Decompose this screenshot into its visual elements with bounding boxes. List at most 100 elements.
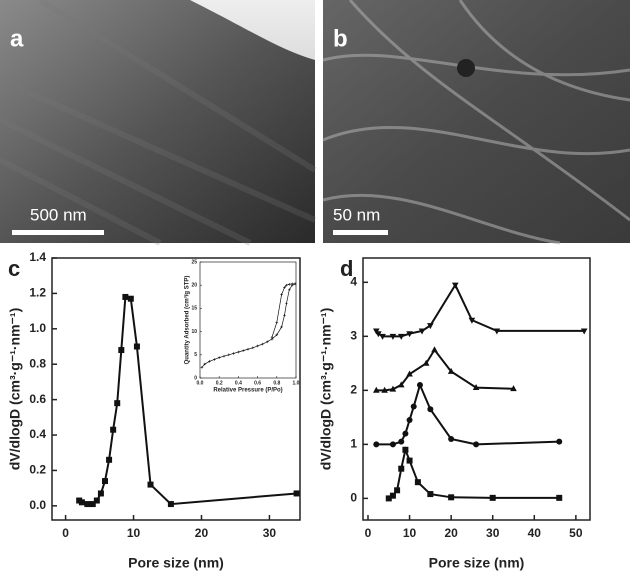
marker	[394, 487, 401, 494]
marker	[373, 386, 380, 393]
marker	[287, 282, 291, 286]
y-tick-label: 3	[350, 329, 357, 343]
y-tick-label: 20	[191, 283, 197, 289]
axes-frame	[362, 257, 591, 521]
marker	[397, 333, 405, 340]
marker	[275, 321, 279, 324]
marker	[227, 353, 231, 357]
axes-frame	[199, 261, 297, 379]
marker	[127, 295, 134, 302]
marker	[280, 325, 283, 329]
y-tick-label: 15	[191, 306, 197, 312]
x-tick-label: 0.8	[273, 380, 280, 386]
marker	[451, 282, 459, 289]
marker	[84, 501, 91, 508]
marker	[118, 347, 125, 354]
x-tick-label: 0.0	[197, 380, 204, 386]
marker	[270, 335, 274, 339]
y-tick-label: 0	[350, 491, 357, 505]
x-tick-label: 10	[403, 526, 417, 540]
marker	[381, 386, 388, 393]
scale-bar	[333, 230, 388, 235]
marker	[147, 481, 154, 488]
marker	[114, 400, 121, 407]
marker	[472, 384, 480, 391]
marker	[406, 331, 413, 338]
marker	[290, 282, 294, 286]
marker	[406, 457, 413, 464]
marker	[287, 288, 291, 292]
marker	[448, 435, 455, 442]
marker	[422, 359, 430, 366]
x-tick-label: 10	[127, 526, 141, 540]
x-tick-label: 30	[263, 526, 277, 540]
marker	[97, 490, 104, 497]
marker	[398, 438, 405, 445]
marker	[167, 501, 174, 508]
marker	[427, 491, 434, 498]
marker	[251, 346, 255, 350]
marker	[389, 492, 396, 499]
x-tick-label: 0	[365, 526, 372, 540]
y-axis-label: Quantity Adsorbed (cm³/g STP)	[184, 276, 191, 365]
marker	[89, 501, 96, 508]
marker	[385, 495, 392, 502]
marker	[133, 343, 140, 350]
marker	[389, 333, 397, 340]
marker	[285, 283, 288, 287]
x-tick-label: 40	[528, 526, 542, 540]
marker	[275, 333, 279, 337]
marker	[106, 456, 113, 463]
marker	[78, 499, 85, 506]
image-b: b 50 nm	[322, 0, 630, 245]
y-tick-label: 0.4	[29, 427, 46, 441]
marker	[222, 354, 226, 358]
x-tick-label: 20	[444, 526, 458, 540]
marker	[213, 358, 216, 361]
marker	[232, 352, 235, 355]
marker	[379, 333, 386, 340]
marker	[402, 446, 409, 453]
marker	[580, 328, 588, 335]
marker	[122, 293, 129, 300]
marker	[261, 342, 264, 346]
y-tick-label: 0.0	[29, 498, 46, 512]
y-tick-label: 25	[191, 259, 197, 265]
marker	[468, 317, 476, 324]
x-tick-label: 1.0	[293, 380, 300, 386]
marker	[402, 430, 409, 437]
marker	[375, 331, 382, 338]
marker	[280, 293, 283, 296]
panel-label: b	[333, 25, 348, 52]
marker	[416, 381, 423, 388]
marker	[101, 478, 108, 485]
y-tick-label: 1.2	[29, 286, 46, 300]
marker	[510, 385, 517, 392]
marker	[246, 347, 250, 351]
x-tick-label: 0	[62, 526, 69, 540]
marker	[473, 441, 480, 448]
y-tick-label: 0	[194, 375, 197, 381]
marker	[389, 441, 396, 448]
y-tick-label: 1	[350, 437, 357, 451]
panel-label: d	[340, 256, 353, 281]
marker	[397, 381, 405, 388]
marker	[406, 417, 413, 424]
x-tick-label: 30	[486, 526, 500, 540]
scale-label: 50 nm	[333, 205, 380, 224]
x-tick-label: 0.4	[235, 380, 242, 386]
marker	[217, 356, 221, 359]
x-tick-label: 20	[195, 526, 209, 540]
data-line	[388, 446, 560, 500]
x-axis-label: Pore size (nm)	[128, 555, 224, 571]
x-axis-label: Pore size (nm)	[429, 555, 525, 571]
marker	[283, 314, 286, 317]
y-tick-label: 0.8	[29, 356, 46, 370]
x-tick-label: 50	[569, 526, 583, 540]
image-a: a 500 nm	[0, 0, 317, 246]
marker	[406, 370, 413, 377]
y-tick-label: 5	[194, 352, 197, 358]
marker	[283, 286, 286, 289]
y-tick-label: 0.2	[29, 463, 46, 477]
